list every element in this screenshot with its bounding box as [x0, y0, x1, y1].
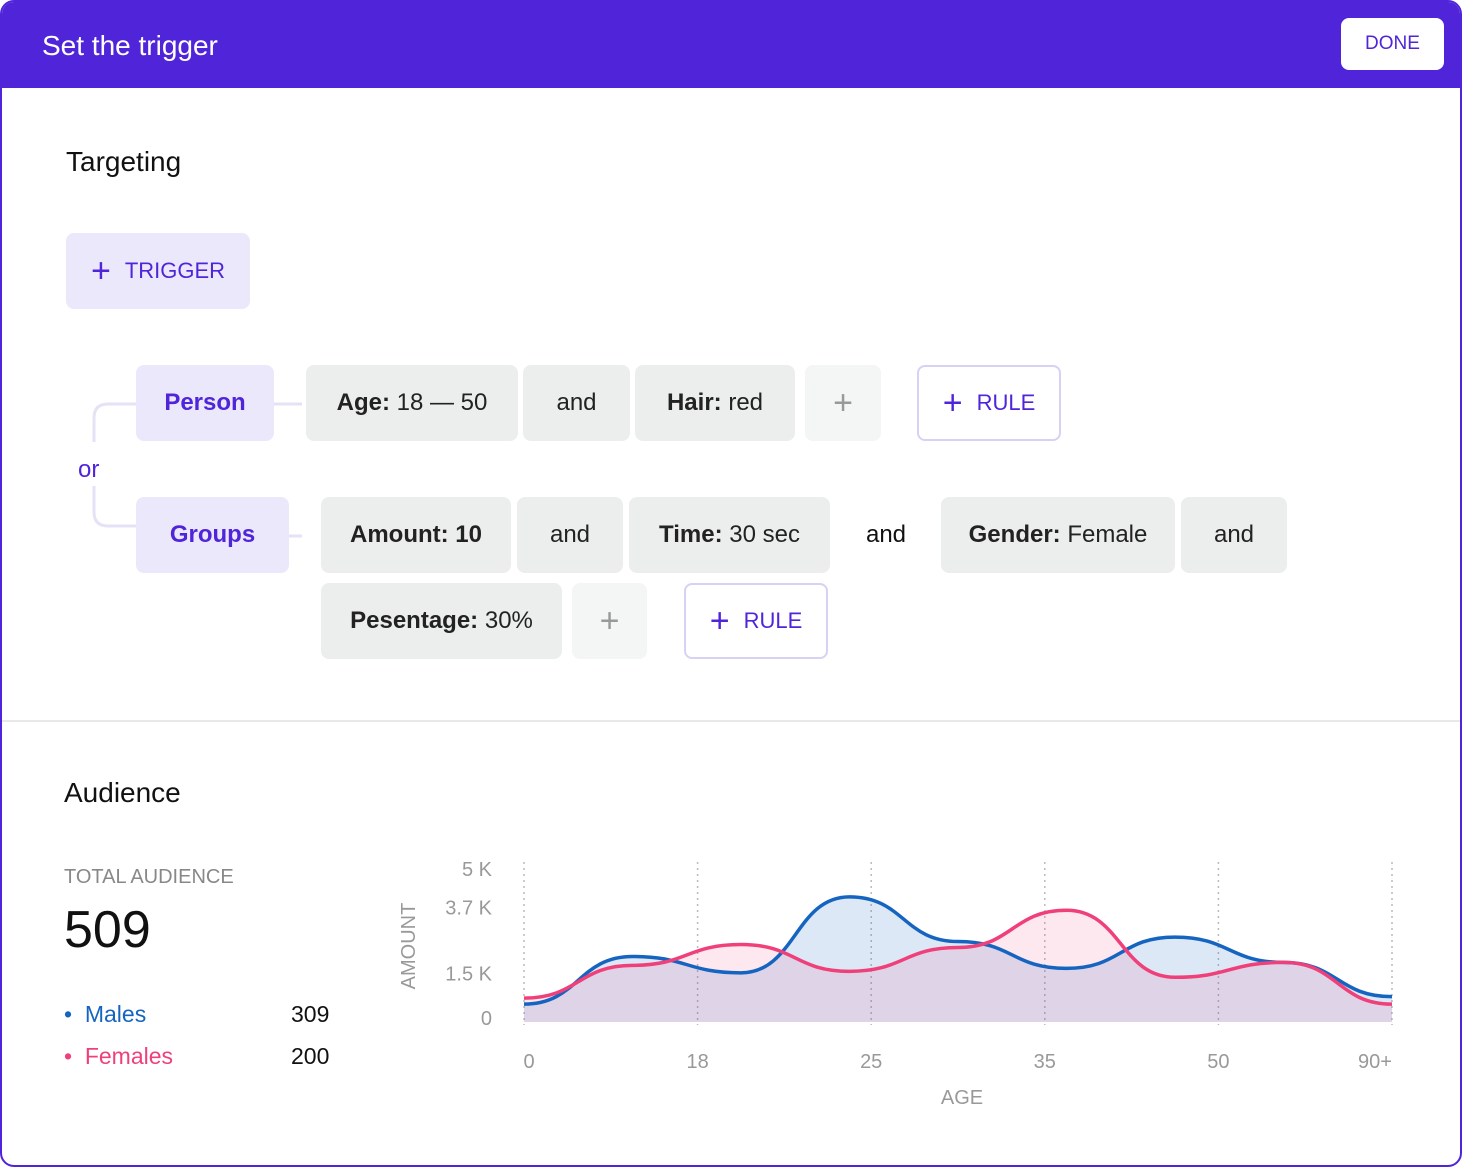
- rule-key: Time:: [659, 521, 723, 548]
- total-label: TOTAL AUDIENCE: [64, 866, 234, 888]
- bracket: [92, 402, 136, 528]
- rule-key: Amount:: [349, 521, 449, 548]
- legend-count: 309: [291, 1001, 330, 1027]
- and-chip: and: [517, 497, 623, 573]
- rule-value: red: [728, 389, 764, 416]
- rule-key: Pesentage:: [350, 607, 479, 634]
- and-text: and: [865, 521, 907, 548]
- rule-value: Female: [1067, 521, 1148, 548]
- section-title: Audience: [64, 777, 181, 808]
- link-line: [274, 402, 302, 538]
- rule-value: 18 — 50: [396, 389, 488, 416]
- button-label: RULE: [743, 608, 803, 633]
- total-value: 509: [64, 901, 151, 959]
- and-chip: and: [523, 365, 630, 441]
- legend-label: Females: [84, 1043, 174, 1069]
- add-trigger-button[interactable]: + TRIGGER: [66, 233, 250, 309]
- and-chip: and: [1181, 497, 1287, 573]
- done-button[interactable]: DONE: [1341, 18, 1444, 70]
- section-title: Targeting: [66, 146, 182, 177]
- add-condition[interactable]: +: [572, 583, 647, 659]
- rule-chip[interactable]: Amount: 10: [321, 497, 511, 573]
- rule-value: 10: [455, 521, 482, 548]
- rule-chip[interactable]: Time: 30 sec: [629, 497, 830, 573]
- rule-chip[interactable]: Gender: Female: [941, 497, 1175, 573]
- button-label: TRIGGER: [124, 258, 226, 283]
- rule-key: Hair:: [666, 389, 722, 416]
- rule-key: Age:: [336, 389, 390, 416]
- trigger-name[interactable]: Groups: [136, 497, 289, 573]
- button-label: RULE: [976, 390, 1036, 415]
- rule-key: Gender:: [968, 521, 1061, 548]
- or-label: or: [78, 456, 100, 483]
- add-rule-button[interactable]: + RULE: [684, 583, 828, 659]
- rule-value: 30 sec: [729, 521, 800, 548]
- dialog-title: Set the trigger: [42, 30, 218, 61]
- legend-label: Males: [84, 1001, 147, 1027]
- rule-chip[interactable]: Pesentage: 30%: [321, 583, 562, 659]
- connector: [92, 402, 302, 538]
- rule-chip[interactable]: Age: 18 — 50: [306, 365, 518, 441]
- legend-item: • Males: [64, 1001, 146, 1028]
- add-rule-button[interactable]: + RULE: [917, 365, 1061, 441]
- rule-chip[interactable]: Hair: red: [635, 365, 795, 441]
- rule-value: 30%: [484, 607, 533, 634]
- legend-item: • Females: [64, 1043, 173, 1070]
- legend-count: 200: [291, 1043, 330, 1069]
- divider: [2, 720, 1460, 722]
- add-condition[interactable]: +: [805, 365, 881, 441]
- legend-dot: •: [64, 1043, 73, 1069]
- header: Set the trigger DONE: [2, 2, 1460, 88]
- trigger-name[interactable]: Person: [136, 365, 274, 441]
- legend-dot: •: [64, 1001, 73, 1027]
